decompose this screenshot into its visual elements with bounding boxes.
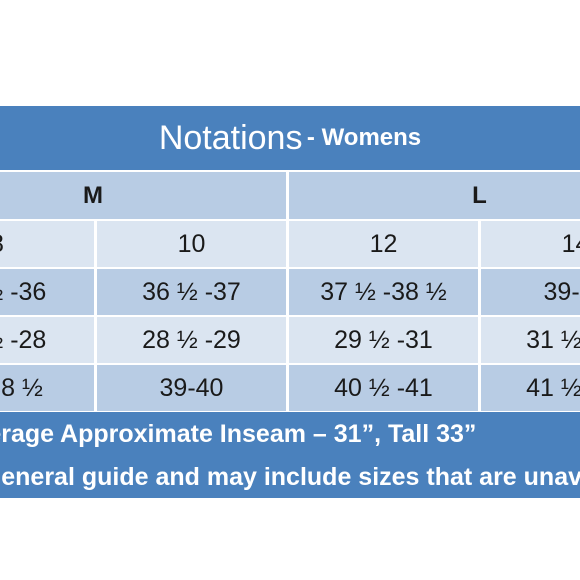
measurement-cell: 36 ½ -37 (97, 269, 289, 315)
inseam-note-text: Petite 29”, Average Approximate Inseam –… (0, 420, 477, 448)
inseam-note: Petite 29”, Average Approximate Inseam –… (0, 412, 580, 457)
size-chart: Notations - Womens M L 8 10 12 14 35 ½ -… (0, 106, 580, 498)
measurement-cell: 27 ½ -28 (0, 317, 97, 363)
numeric-size-cell: 14 (481, 221, 580, 267)
measurement-cell: 40 ½ -41 (289, 365, 481, 411)
disclaimer-note: This is a general guide and may include … (0, 457, 580, 498)
numeric-size-cell: 12 (289, 221, 481, 267)
chart-title-sub: - Womens (306, 124, 422, 151)
letter-size-row: M L (0, 172, 580, 221)
measurement-cell: 39-40 (481, 269, 580, 315)
numeric-size-cell: 10 (97, 221, 289, 267)
measurement-cell: 28 ½ -29 (97, 317, 289, 363)
measurement-row: 38-38 ½ 39-40 40 ½ -41 41 ½ -43 (0, 365, 580, 413)
measurement-cell: 29 ½ -31 (289, 317, 481, 363)
numeric-size-cell: 8 (0, 221, 97, 267)
measurement-cell: 41 ½ -43 (481, 365, 580, 411)
measurement-row: 35 ½ -36 36 ½ -37 37 ½ -38 ½ 39-40 (0, 269, 580, 317)
chart-title-main: Notations (158, 119, 303, 157)
chart-title: Notations - Womens (0, 106, 580, 170)
measurement-cell: 39-40 (97, 365, 289, 411)
size-l-header: L (289, 172, 580, 219)
numeric-size-row: 8 10 12 14 (0, 221, 580, 269)
disclaimer-note-text: This is a general guide and may include … (0, 463, 580, 491)
measurement-row: 27 ½ -28 28 ½ -29 29 ½ -31 31 ½ -33 (0, 317, 580, 365)
size-m-header: M (0, 172, 289, 219)
measurement-cell: 31 ½ -33 (481, 317, 580, 363)
measurement-cell: 37 ½ -38 ½ (289, 269, 481, 315)
measurement-cell: 35 ½ -36 (0, 269, 97, 315)
measurement-cell: 38-38 ½ (0, 365, 97, 411)
